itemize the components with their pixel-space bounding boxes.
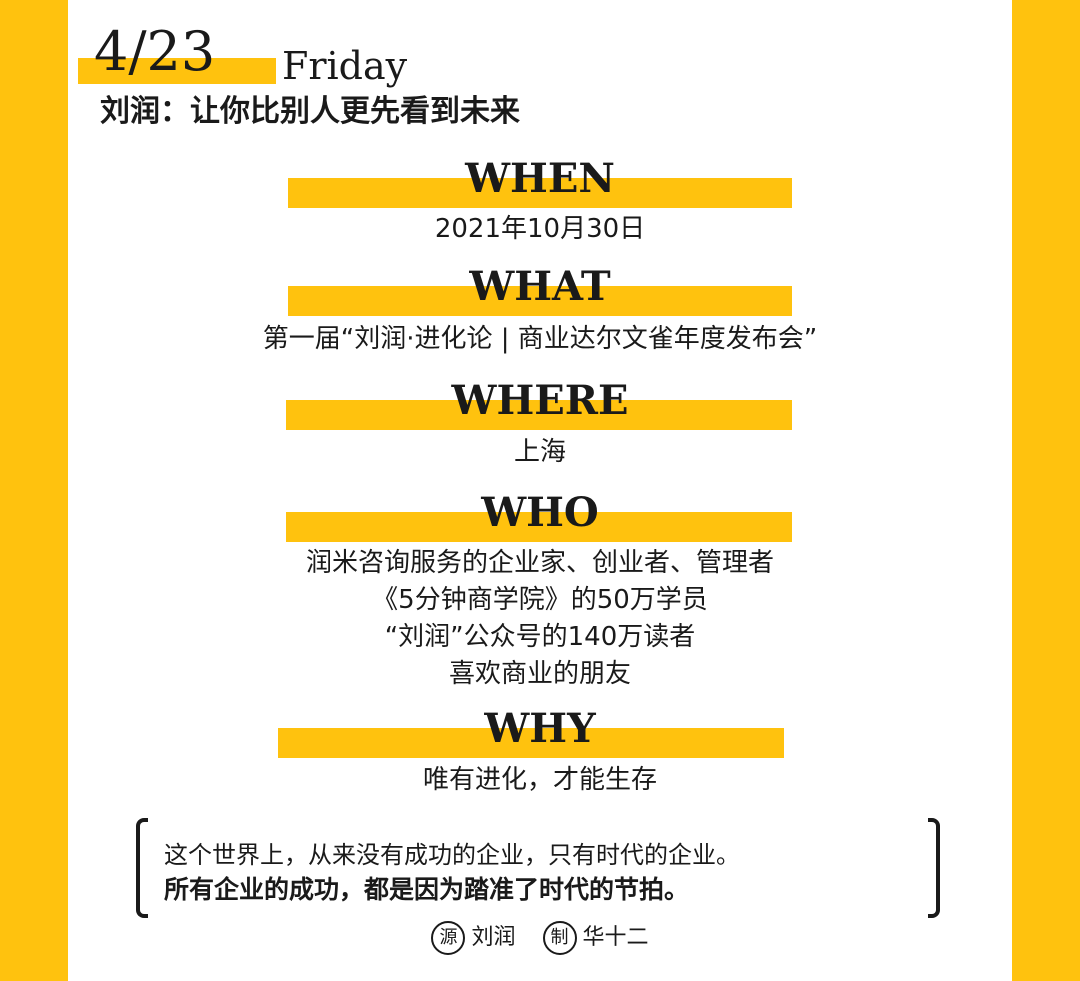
what-body: 第一届“刘润·进化论 | 商业达尔文雀年度发布会” bbox=[68, 321, 1012, 358]
who-line: 喜欢商业的朋友 bbox=[448, 659, 631, 689]
date-label: 4/23 bbox=[94, 20, 216, 83]
credits: 源刘润 制华十二 bbox=[68, 920, 1012, 956]
where-body: 上海 bbox=[68, 434, 1012, 471]
where-title: WHERE bbox=[451, 377, 629, 424]
quote-left-bracket bbox=[136, 818, 148, 918]
why-line: 唯有进化，才能生存 bbox=[422, 765, 657, 795]
poster-card: 4/23 Friday 刘润：让你比别人更先看到未来 WHEN 2021年10月… bbox=[68, 0, 1012, 981]
source-credit: 源刘润 bbox=[431, 920, 516, 956]
date-highlight-bar bbox=[78, 58, 276, 84]
what-title: WHAT bbox=[469, 263, 611, 310]
what-highlight-bar bbox=[288, 286, 792, 316]
who-highlight-bar bbox=[286, 512, 792, 542]
why-highlight-bar bbox=[278, 728, 784, 758]
who-line: 润米咨询服务的企业家、创业者、管理者 bbox=[305, 548, 774, 578]
quote-line-1: 这个世界上，从来没有成功的企业，只有时代的企业。 bbox=[164, 841, 740, 869]
maker-badge-icon: 制 bbox=[542, 921, 577, 955]
when-highlight-bar bbox=[288, 178, 792, 208]
weekday-label: Friday bbox=[282, 44, 408, 88]
what-line: 第一届“刘润·进化论 | 商业达尔文雀年度发布会” bbox=[262, 324, 818, 354]
who-line: “刘润”公众号的140万读者 bbox=[384, 622, 696, 652]
quote-line-2: 所有企业的成功，都是因为踏准了时代的节拍。 bbox=[164, 875, 690, 904]
where-highlight-bar bbox=[286, 400, 792, 430]
when-line: 2021年10月30日 bbox=[434, 214, 646, 244]
who-title: WHO bbox=[481, 489, 599, 536]
where-line: 上海 bbox=[513, 437, 566, 467]
why-body: 唯有进化，才能生存 bbox=[68, 762, 1012, 799]
maker-credit: 制华十二 bbox=[542, 920, 649, 956]
quote-right-bracket bbox=[928, 818, 940, 918]
why-title: WHY bbox=[484, 705, 596, 752]
who-body: 润米咨询服务的企业家、创业者、管理者 《5分钟商学院》的50万学员 “刘润”公众… bbox=[68, 545, 1012, 693]
when-title: WHEN bbox=[465, 155, 615, 202]
headline: 刘润：让你比别人更先看到未来 bbox=[100, 94, 520, 129]
who-line: 《5分钟商学院》的50万学员 bbox=[372, 585, 708, 615]
when-body: 2021年10月30日 bbox=[68, 211, 1012, 248]
maker-name: 华十二 bbox=[582, 925, 649, 950]
source-badge-icon: 源 bbox=[431, 921, 466, 955]
source-name: 刘润 bbox=[471, 925, 516, 950]
